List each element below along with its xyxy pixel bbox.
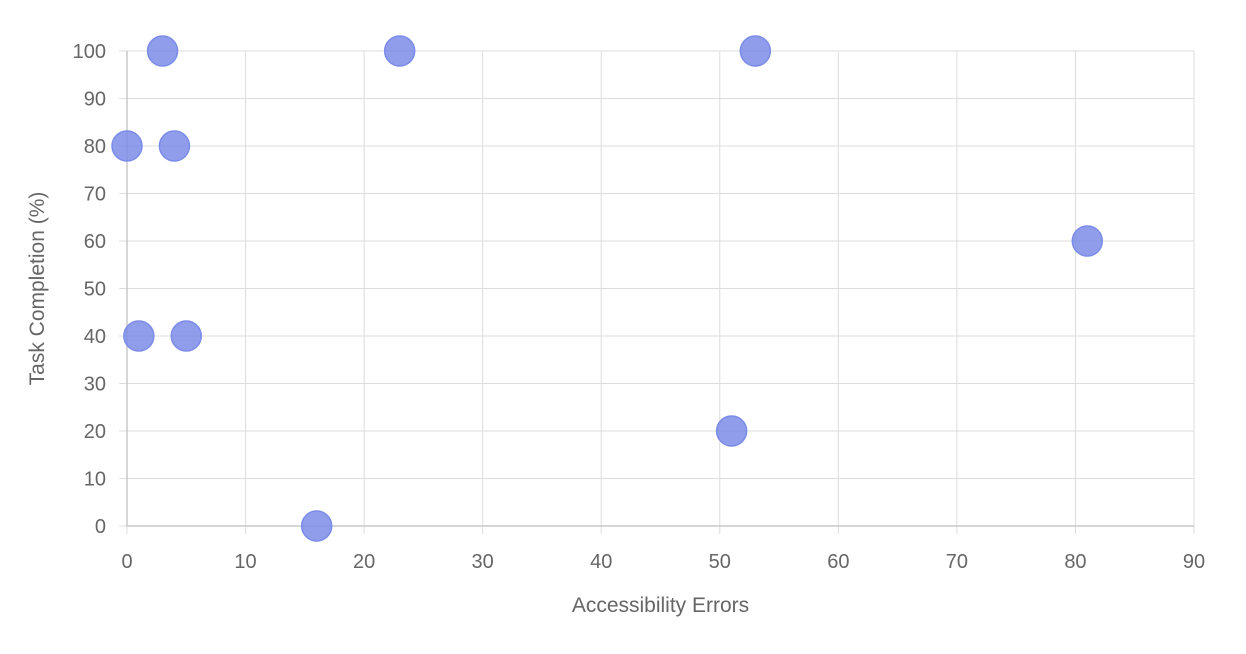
y-tick-label: 20 [84, 421, 106, 443]
y-tick-label: 50 [84, 279, 106, 301]
x-axis-title: Accessibility Errors [572, 594, 749, 617]
data-point[interactable] [739, 35, 772, 67]
y-tick-label: 40 [84, 326, 106, 348]
y-axis-title: Task Completion (%) [26, 192, 49, 386]
data-point[interactable] [715, 415, 748, 447]
y-tick-label: 90 [84, 89, 106, 111]
x-tick-label: 0 [121, 551, 132, 573]
x-tick-label: 70 [946, 551, 968, 573]
y-tick-label: 0 [95, 516, 106, 538]
y-tick-label: 100 [73, 41, 106, 63]
data-point[interactable] [123, 320, 155, 352]
x-tick-label: 30 [472, 551, 494, 573]
data-point[interactable] [146, 35, 179, 67]
x-tick-label: 80 [1064, 551, 1086, 573]
data-point[interactable] [300, 510, 333, 542]
y-tick-label: 80 [84, 136, 106, 158]
data-points [111, 35, 1104, 542]
data-point[interactable] [111, 130, 143, 162]
data-point[interactable] [1071, 225, 1104, 257]
x-tick-label: 20 [353, 551, 375, 573]
x-tick-label: 90 [1183, 551, 1205, 573]
y-tick-label: 60 [84, 231, 106, 253]
x-tick-label: 10 [234, 551, 256, 573]
data-point[interactable] [158, 130, 191, 162]
x-tick-label: 60 [827, 551, 849, 573]
x-tick-label: 40 [590, 551, 612, 573]
grid [119, 50, 1195, 534]
data-point[interactable] [383, 35, 416, 67]
tick-labels: 0 10 20 30 40 50 60 70 80 90 0 10 20 30 40 50 60 70 80 90 10… [73, 41, 1206, 573]
data-point[interactable] [170, 320, 203, 352]
x-tick-label: 50 [709, 551, 731, 573]
y-tick-label: 70 [84, 184, 106, 206]
y-tick-label: 30 [84, 374, 106, 396]
y-tick-label: 10 [84, 469, 106, 491]
